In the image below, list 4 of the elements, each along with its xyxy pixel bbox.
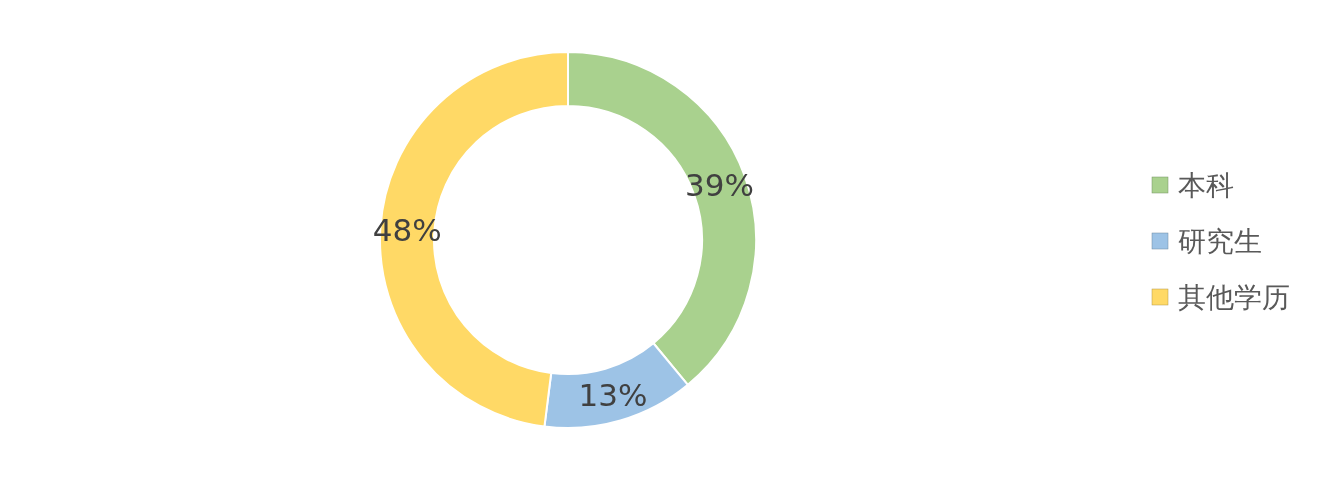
legend-label: 研究生 [1178,225,1262,258]
legend-label: 其他学历 [1178,281,1290,314]
data-label: 13% [578,376,648,413]
legend-label: 本科 [1178,169,1234,202]
